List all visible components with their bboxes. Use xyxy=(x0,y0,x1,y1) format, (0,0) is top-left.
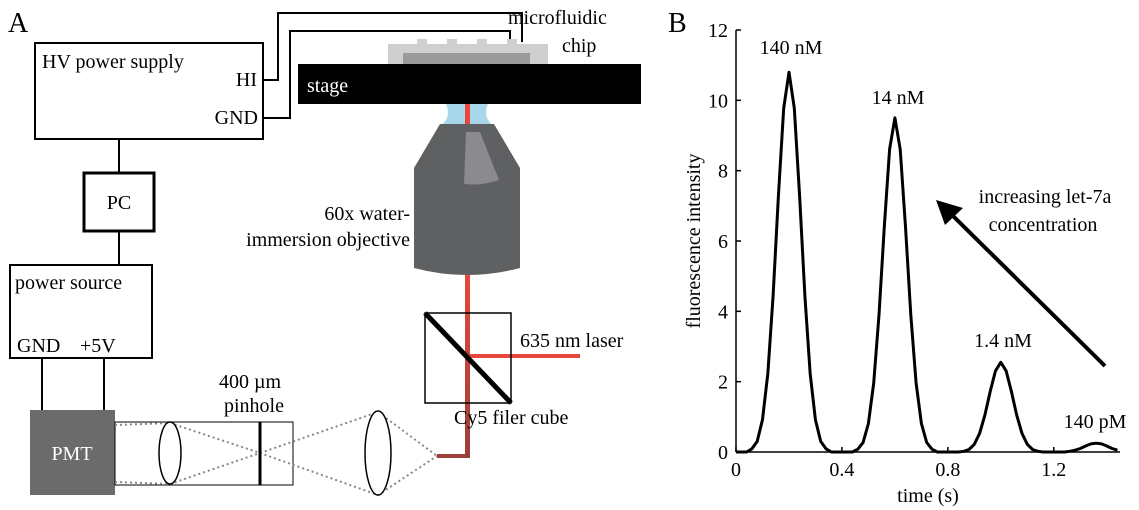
y-tick-label: 12 xyxy=(708,20,728,42)
annotation: concentration xyxy=(989,214,1098,236)
stage-label: stage xyxy=(307,75,348,97)
objective-lens xyxy=(464,132,499,185)
x-tick-label: 0.8 xyxy=(935,459,960,481)
y-tick-label: 6 xyxy=(718,231,728,253)
y-tick-label: 8 xyxy=(718,161,728,183)
hi-label: HI xyxy=(236,69,257,91)
chip-label: chip xyxy=(562,35,596,57)
arrow-head xyxy=(936,200,963,225)
pc-box xyxy=(82,171,156,233)
gnd-label: GND xyxy=(215,107,258,129)
panel-label: B xyxy=(668,8,687,39)
objective-label: 60x water- xyxy=(324,203,410,225)
dichroic xyxy=(423,311,513,405)
y-tick-label: 0 xyxy=(718,442,728,464)
annotation: 1.4 nM xyxy=(974,330,1032,352)
chip-label: microfluidic xyxy=(508,7,607,29)
beam xyxy=(465,104,470,124)
hv-label: HV power supply xyxy=(42,51,184,73)
x-tick-label: 1.2 xyxy=(1041,459,1066,481)
y-tick-label: 4 xyxy=(718,301,728,323)
hv-box xyxy=(34,42,264,140)
x-tick-label: 0.4 xyxy=(829,459,854,481)
stage xyxy=(298,64,641,104)
v5-label: +5V xyxy=(80,335,116,357)
pc-label: PC xyxy=(107,192,131,214)
y-tick-label: 10 xyxy=(708,90,728,112)
lens xyxy=(158,421,182,485)
chip-ports xyxy=(417,39,517,45)
pinhole-label: 400 µm xyxy=(219,371,282,393)
objective xyxy=(414,124,520,275)
cube-label: Cy5 filer cube xyxy=(454,407,569,429)
objective-label: immersion objective xyxy=(246,229,410,251)
x-tick-label: 0 xyxy=(731,459,741,481)
y-tick-label: 2 xyxy=(718,372,728,394)
annotation: 140 nM xyxy=(760,37,823,59)
annotation: 14 nM xyxy=(872,87,925,109)
laser-label: 635 nm laser xyxy=(520,330,624,352)
arrow xyxy=(946,209,1107,368)
power-label: power source xyxy=(15,272,122,294)
beam xyxy=(465,275,470,458)
chip-channel xyxy=(403,53,530,65)
pmt xyxy=(30,410,115,495)
pinhole-label: pinhole xyxy=(224,395,284,417)
annotation: 140 pM xyxy=(1064,411,1127,433)
wires xyxy=(41,12,523,410)
y-axis-label: fluorescence intensity xyxy=(683,154,705,329)
panel-label: A xyxy=(8,8,29,39)
lens xyxy=(364,410,392,496)
data-line xyxy=(736,70,1118,454)
pmt-label: PMT xyxy=(51,443,92,465)
annotation: increasing let-7a xyxy=(979,186,1112,208)
gnd-label: GND xyxy=(17,335,60,357)
filter-cube xyxy=(424,312,512,404)
tube xyxy=(114,421,294,486)
power-box xyxy=(9,264,153,359)
beam xyxy=(437,454,470,458)
x-axis-label: time (s) xyxy=(897,485,959,507)
